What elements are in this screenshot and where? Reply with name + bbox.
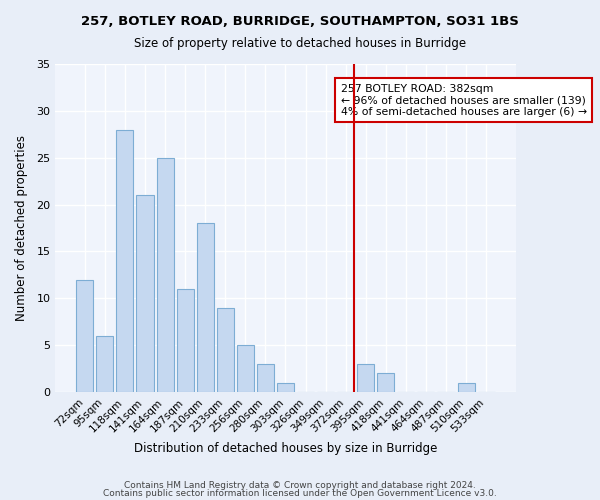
Bar [458, 382, 475, 392]
Bar [97, 336, 113, 392]
Text: 257 BOTLEY ROAD: 382sqm
← 96% of detached houses are smaller (139)
4% of semi-de: 257 BOTLEY ROAD: 382sqm ← 96% of detache… [341, 84, 587, 117]
Bar [176, 289, 194, 392]
Bar [277, 382, 294, 392]
Bar [116, 130, 133, 392]
Bar [237, 345, 254, 392]
Text: 257, BOTLEY ROAD, BURRIDGE, SOUTHAMPTON, SO31 1BS: 257, BOTLEY ROAD, BURRIDGE, SOUTHAMPTON,… [81, 15, 519, 28]
Bar [157, 158, 173, 392]
Y-axis label: Number of detached properties: Number of detached properties [15, 135, 28, 321]
Bar [357, 364, 374, 392]
Bar [76, 280, 93, 392]
Text: Size of property relative to detached houses in Burridge: Size of property relative to detached ho… [134, 38, 466, 51]
X-axis label: Distribution of detached houses by size in Burridge: Distribution of detached houses by size … [134, 442, 437, 455]
Bar [257, 364, 274, 392]
Bar [136, 195, 154, 392]
Text: Contains public sector information licensed under the Open Government Licence v3: Contains public sector information licen… [103, 488, 497, 498]
Text: Contains HM Land Registry data © Crown copyright and database right 2024.: Contains HM Land Registry data © Crown c… [124, 481, 476, 490]
Bar [217, 308, 234, 392]
Bar [377, 373, 394, 392]
Bar [197, 224, 214, 392]
